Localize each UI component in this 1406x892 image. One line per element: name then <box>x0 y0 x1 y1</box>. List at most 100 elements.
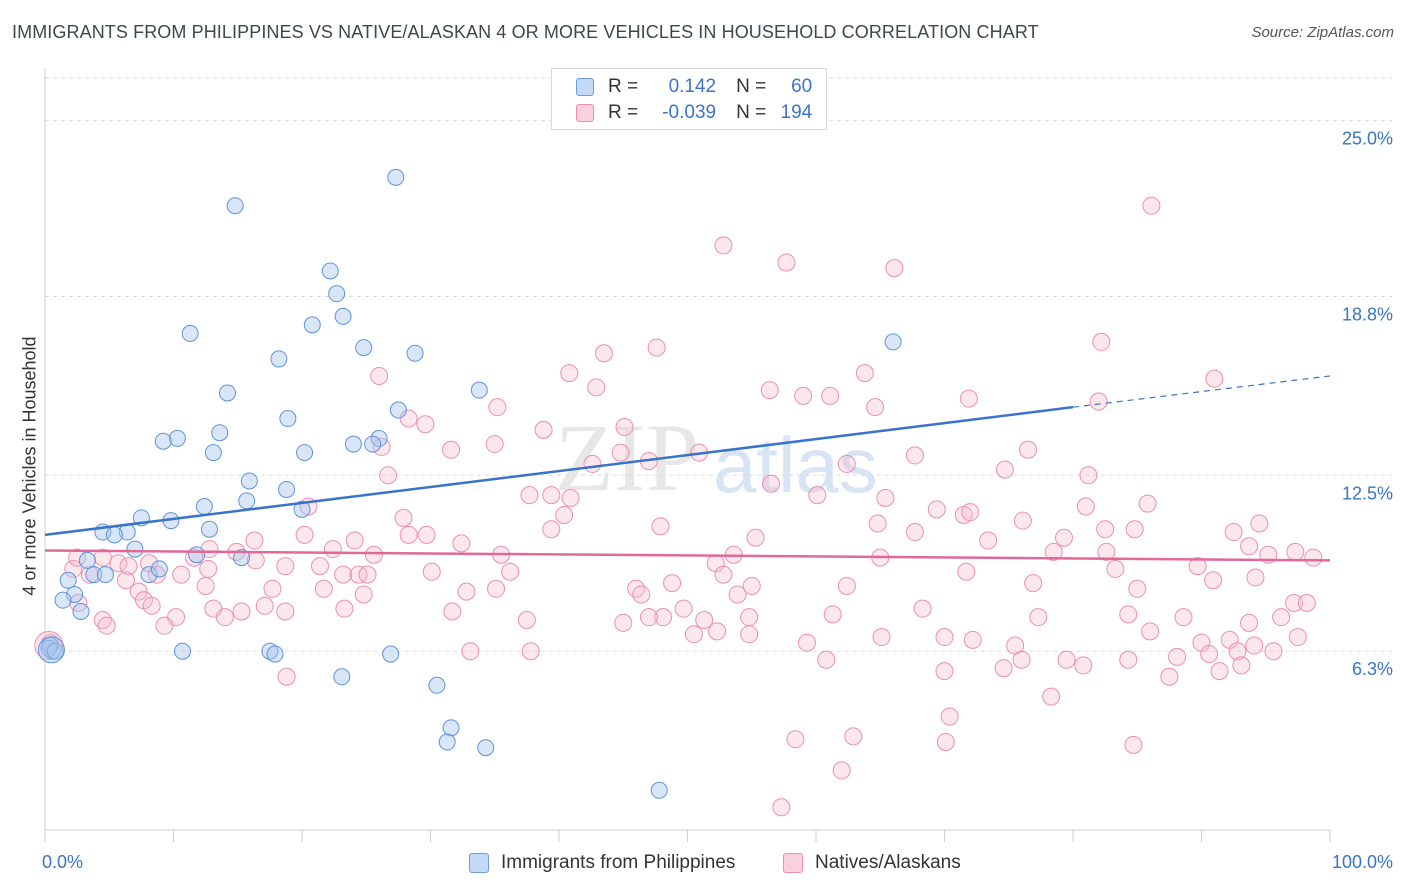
natives-alaskans-point <box>615 418 634 437</box>
natives-alaskans-point <box>142 596 161 615</box>
natives-alaskans-point <box>1297 593 1316 612</box>
natives-alaskans-point <box>196 576 215 595</box>
philippines-point <box>470 381 488 399</box>
natives-alaskans-point <box>485 435 504 454</box>
natives-alaskans-point <box>68 548 87 567</box>
natives-alaskans-point <box>995 460 1014 479</box>
natives-alaskans-point <box>1245 636 1264 655</box>
natives-alaskans-point <box>837 454 856 473</box>
natives-alaskans-point <box>246 551 265 570</box>
natives-alaskans-point <box>1076 497 1095 516</box>
natives-alaskans-point <box>501 562 520 581</box>
source-label: Source: ZipAtlas.com <box>1251 24 1394 41</box>
natives-alaskans-point <box>276 557 295 576</box>
philippines-point <box>78 551 96 569</box>
natives-alaskans-point <box>979 531 998 550</box>
natives-alaskans-point <box>461 642 480 661</box>
natives-alaskans-point <box>1188 557 1207 576</box>
philippines-point <box>195 497 213 515</box>
natives-alaskans-point <box>1210 662 1229 681</box>
natives-alaskans-point <box>632 585 651 604</box>
natives-alaskans-point <box>1272 608 1291 627</box>
legend-row-philippines: R = 0.142 N = 60 <box>576 75 812 99</box>
natives-alaskans-point <box>245 531 264 550</box>
natives-alaskans-point <box>935 662 954 681</box>
natives-alaskans-point <box>936 733 955 752</box>
natives-alaskans-trend-line <box>44 549 1331 562</box>
natives-alaskans-point <box>1024 574 1043 593</box>
philippines-point <box>181 324 199 342</box>
trend-lines <box>44 375 1331 562</box>
philippines-point <box>188 546 206 564</box>
natives-alaskans-point <box>1074 656 1093 675</box>
natives-alaskans-point <box>335 599 354 618</box>
natives-alaskans-point <box>1097 542 1116 561</box>
philippines-point <box>328 285 346 303</box>
natives-alaskans-point <box>1288 628 1307 647</box>
natives-alaskans-point <box>1240 537 1259 556</box>
natives-alaskans-point <box>1228 642 1247 661</box>
natives-alaskans-point <box>1019 440 1038 459</box>
natives-alaskans-point <box>913 599 932 618</box>
philippines-point <box>344 435 362 453</box>
natives-alaskans-point <box>129 582 148 601</box>
natives-alaskans-point <box>714 236 733 255</box>
natives-alaskans-point <box>940 707 959 726</box>
natives-alaskans-point <box>885 259 904 278</box>
philippines-trend-line <box>44 405 1074 537</box>
natives-alaskans-point <box>905 523 924 542</box>
philippines-point <box>650 781 668 799</box>
natives-alaskans-point <box>370 366 389 385</box>
natives-alaskans-point <box>961 503 980 522</box>
chart-title: IMMIGRANTS FROM PHILIPPINES VS NATIVE/AL… <box>12 22 1039 42</box>
natives-alaskans-point <box>821 386 840 405</box>
philippines-point <box>355 339 373 357</box>
bottom-legend-label-philippines: Immigrants from Philippines <box>501 852 736 873</box>
natives-alaskans-point <box>1106 559 1125 578</box>
philippines-point <box>477 739 495 757</box>
philippines-point <box>278 480 296 498</box>
natives-alaskans-point <box>639 608 658 627</box>
natives-alaskans-point <box>379 466 398 485</box>
natives-alaskans-point <box>832 761 851 780</box>
philippines-point <box>270 350 288 368</box>
natives-alaskans-point <box>334 565 353 584</box>
philippines-point <box>154 432 172 450</box>
x-tick-label: 0.0% <box>42 852 83 872</box>
legend-row-natives: R = -0.039 N = 194 <box>576 101 812 125</box>
philippines-trend-extension <box>1072 375 1331 408</box>
philippines-point <box>303 316 321 334</box>
philippines-point <box>72 602 90 620</box>
natives-alaskans-point <box>277 667 296 686</box>
philippines-point <box>226 197 244 215</box>
natives-alaskans-point <box>927 500 946 519</box>
natives-alaskans-point <box>742 576 761 595</box>
legend-r-value: -0.039 <box>662 102 717 123</box>
natives-alaskans-point <box>1013 511 1032 530</box>
natives-alaskans-point <box>708 622 727 641</box>
natives-alaskans-point <box>521 642 540 661</box>
philippines-point <box>387 168 405 186</box>
natives-alaskans-point <box>560 364 579 383</box>
philippines-point <box>200 520 218 538</box>
natives-alaskans-point <box>394 508 413 527</box>
natives-alaskans-point <box>1304 548 1323 567</box>
philippines-point <box>46 642 64 660</box>
natives-alaskans-point <box>1224 523 1243 542</box>
natives-alaskans-point <box>1055 528 1074 547</box>
natives-alaskans-point <box>1079 466 1098 485</box>
natives-alaskans-point <box>1286 542 1305 561</box>
natives-alaskans-point <box>422 562 441 581</box>
watermark: ZIP atlas <box>555 404 878 511</box>
philippines-point <box>238 492 256 510</box>
legend-swatch-pink <box>576 104 594 122</box>
natives-alaskans-point <box>587 378 606 397</box>
philippines-point <box>382 645 400 663</box>
natives-alaskans-point <box>452 534 471 553</box>
natives-alaskans-point <box>457 582 476 601</box>
natives-alaskans-point <box>957 562 976 581</box>
natives-alaskans-point <box>200 540 219 559</box>
legend-r-value: 0.142 <box>668 76 717 97</box>
natives-alaskans-point <box>1174 608 1193 627</box>
natives-alaskans-point <box>232 602 251 621</box>
